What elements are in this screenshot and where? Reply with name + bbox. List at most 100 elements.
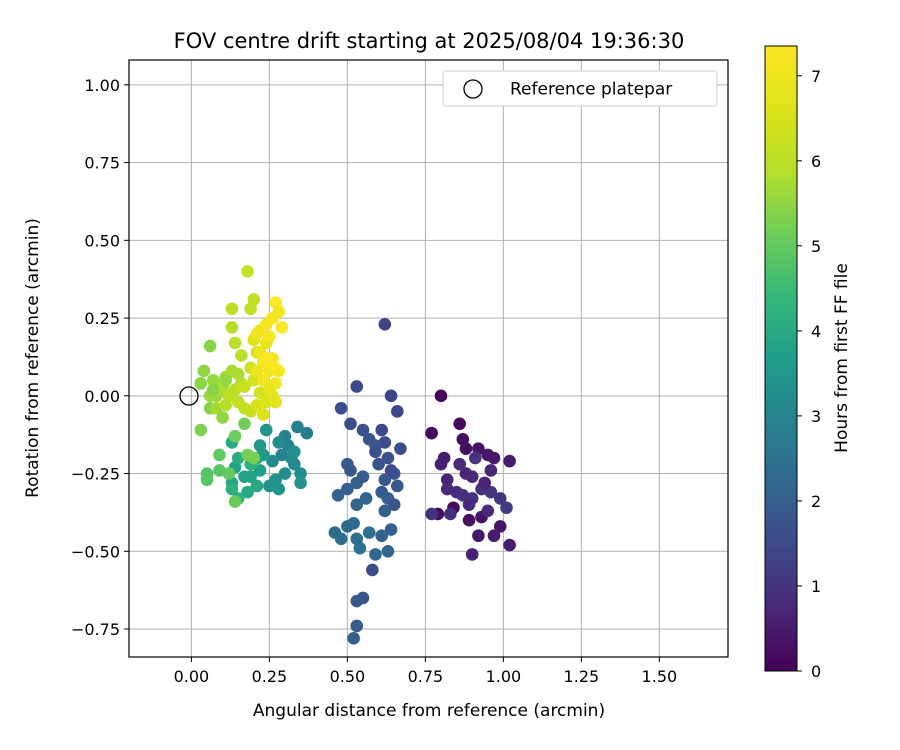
data-point: [350, 619, 364, 633]
legend-label: Reference platepar: [510, 80, 672, 100]
y-tick-label: −0.50: [71, 542, 120, 561]
data-point: [241, 265, 254, 278]
data-point: [425, 507, 438, 521]
x-tick-label: 1.25: [564, 667, 600, 686]
data-point: [493, 520, 507, 533]
data-point: [213, 448, 226, 462]
data-point: [272, 436, 286, 449]
data-point: [334, 532, 348, 546]
data-point: [272, 305, 286, 319]
data-point: [453, 457, 466, 471]
data-points: [194, 265, 516, 645]
y-tick-label: 0.75: [84, 154, 120, 173]
data-point: [481, 504, 495, 518]
data-point: [462, 513, 476, 527]
data-point: [206, 383, 220, 396]
reference-platepar-marker: [179, 386, 199, 406]
data-point: [384, 523, 398, 536]
data-point: [288, 457, 301, 471]
data-point: [384, 464, 398, 477]
data-point: [462, 498, 476, 511]
colorbar-tick-label: 2: [811, 492, 821, 511]
chart-title: FOV centre drift starting at 2025/08/04 …: [174, 29, 685, 53]
data-point: [263, 330, 276, 344]
x-axis-ticks: 0.00 0.25 0.50 0.75 1.00 1.25 1.50: [174, 657, 678, 686]
data-point: [493, 492, 507, 505]
data-point: [484, 464, 498, 477]
data-point: [440, 473, 454, 487]
data-point: [263, 383, 276, 396]
data-point: [250, 327, 264, 340]
data-point: [238, 380, 251, 393]
x-tick-label: 1.50: [642, 667, 678, 686]
x-axis-label: Angular distance from reference (arcmin): [253, 701, 605, 721]
y-tick-label: 0.00: [84, 387, 120, 406]
grid-lines: [129, 60, 728, 657]
data-point: [347, 632, 360, 645]
data-point: [300, 426, 314, 440]
colorbar-tick-label: 1: [811, 577, 821, 596]
data-point: [366, 563, 379, 577]
data-point: [250, 479, 264, 493]
x-tick-label: 0.00: [174, 667, 210, 686]
data-point: [503, 454, 516, 468]
x-tick-label: 0.25: [252, 667, 288, 686]
data-point: [444, 507, 457, 521]
data-point: [222, 467, 236, 480]
data-point: [387, 498, 401, 511]
data-point: [378, 504, 392, 518]
y-tick-label: 0.25: [84, 309, 120, 328]
colorbar-tick-label: 5: [811, 237, 821, 256]
data-point: [394, 442, 407, 455]
data-point: [341, 520, 354, 533]
data-point: [356, 423, 370, 437]
data-point: [503, 538, 516, 552]
colorbar-tick-label: 6: [811, 152, 821, 171]
colorbar-ticks: 0 1 2 3 4 5 6 7: [797, 67, 821, 681]
data-point: [256, 373, 270, 387]
data-point: [391, 405, 404, 418]
data-point: [468, 451, 482, 465]
data-point: [487, 529, 501, 543]
data-point: [250, 364, 264, 378]
data-point: [391, 479, 404, 493]
y-tick-label: 0.50: [84, 231, 120, 250]
data-point: [434, 389, 448, 403]
data-point: [369, 548, 382, 561]
data-point: [288, 445, 301, 459]
data-point: [269, 395, 282, 409]
data-point: [465, 470, 479, 483]
x-tick-label: 1.00: [486, 667, 522, 686]
data-point: [194, 377, 208, 390]
data-point: [219, 373, 233, 387]
data-point: [487, 451, 501, 465]
data-point: [478, 476, 491, 490]
data-point: [362, 526, 376, 539]
y-tick-label: −0.75: [71, 620, 120, 639]
data-point: [228, 336, 242, 350]
y-tick-label: 1.00: [84, 76, 120, 95]
data-point: [197, 364, 211, 378]
data-point: [235, 349, 248, 362]
data-point: [384, 389, 398, 403]
data-point: [238, 417, 251, 431]
data-point: [359, 492, 373, 505]
colorbar-gradient: [764, 45, 798, 672]
data-point: [381, 451, 395, 465]
data-point: [453, 417, 466, 431]
data-point: [225, 482, 239, 496]
data-point: [331, 489, 345, 502]
legend-marker: [463, 79, 483, 99]
colorbar-tick-label: 7: [811, 67, 821, 86]
data-point: [465, 548, 479, 561]
legend: Reference platepar: [442, 70, 718, 107]
colorbar: 0 1 2 3 4 5 6 7 Hours from first FF file: [764, 45, 852, 681]
data-point: [341, 482, 354, 496]
data-point: [228, 495, 242, 508]
data-point: [425, 426, 438, 440]
data-point: [238, 470, 251, 483]
data-point: [369, 445, 382, 459]
data-point: [259, 352, 273, 365]
data-point: [294, 476, 307, 490]
